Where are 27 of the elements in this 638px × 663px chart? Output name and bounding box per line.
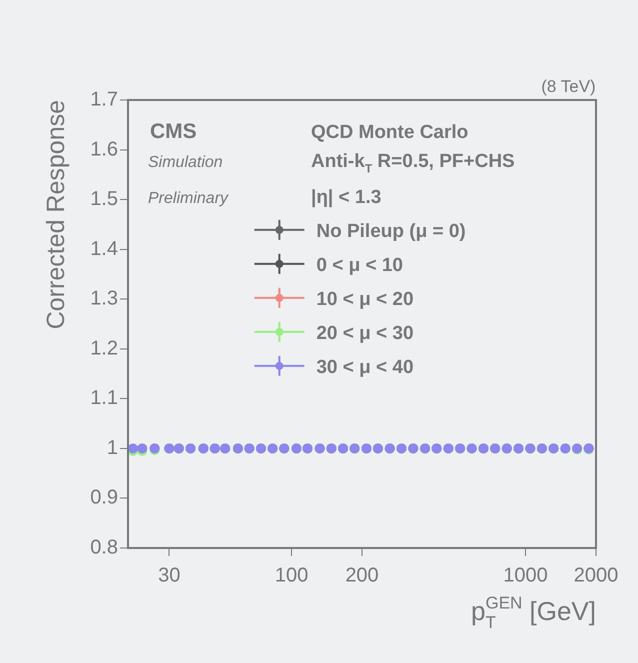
annotation: |η| < 1.3	[311, 187, 382, 208]
y-tick-label: 1.2	[90, 337, 118, 360]
annotation: Simulation	[148, 154, 223, 171]
y-tick-label: 0.8	[90, 536, 118, 559]
annotation: Preliminary	[148, 190, 230, 207]
legend-label: 20 < μ < 30	[316, 322, 414, 344]
legend-label: 0 < μ < 10	[316, 254, 403, 276]
y-tick-label: 1.6	[90, 138, 118, 160]
x-tick-label: 30	[158, 564, 180, 587]
y-tick-label: 0.9	[90, 486, 118, 509]
x-tick-label: 100	[274, 564, 308, 587]
legend-label: 10 < μ < 20	[316, 288, 414, 310]
y-tick-label: 1.5	[90, 188, 118, 210]
x-tick-label: 1000	[503, 564, 548, 587]
text: (8 TeV)	[541, 77, 596, 96]
x-tick-label: 200	[345, 564, 379, 587]
legend-label: No Pileup (μ = 0)	[316, 220, 466, 242]
annotation: CMS	[150, 120, 197, 143]
x-tick-label: 2000	[574, 564, 618, 587]
y-tick-label: 1.4	[90, 238, 118, 260]
y-tick-label: 1.3	[90, 288, 118, 310]
legend-label: 30 < μ < 40	[316, 356, 414, 378]
y-axis-title: Corrected Response	[42, 100, 70, 330]
y-tick-label: 1.1	[90, 387, 118, 410]
annotation: QCD Monte Carlo	[311, 122, 468, 143]
y-tick-label: 1	[106, 436, 118, 459]
y-tick-label: 1.7	[90, 88, 118, 111]
